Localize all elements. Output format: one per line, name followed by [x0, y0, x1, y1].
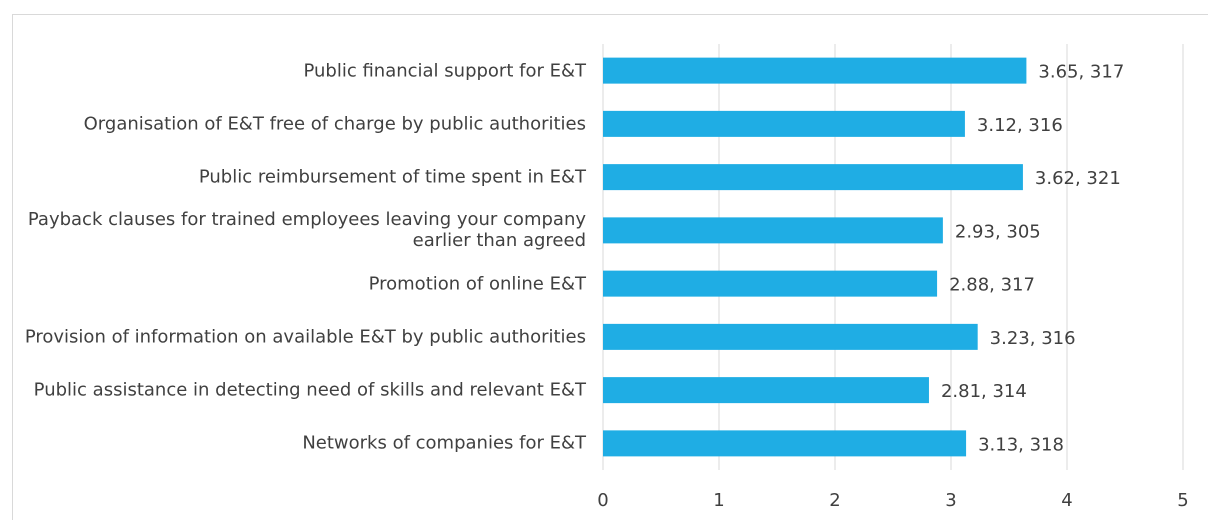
x-tick-label: 1: [713, 490, 724, 511]
bar: [603, 217, 943, 244]
x-tick-label: 4: [1061, 490, 1072, 511]
category-label: Public financial support for E&T: [303, 60, 586, 82]
x-tick-label: 0: [597, 490, 608, 511]
data-label: 2.81, 314: [941, 381, 1027, 402]
data-label: 2.88, 317: [949, 275, 1035, 296]
x-tick-label: 3: [945, 490, 956, 511]
data-label: 3.65, 317: [1038, 62, 1124, 83]
data-label: 3.12, 316: [977, 115, 1063, 136]
bar: [603, 57, 1027, 84]
category-label: Organisation of E&T free of charge by pu…: [83, 113, 586, 135]
data-label: 3.23, 316: [990, 328, 1076, 349]
category-label: Public reimbursement of time spent in E&…: [198, 166, 586, 188]
bar: [603, 164, 1023, 191]
data-label: 3.62, 321: [1035, 168, 1121, 189]
x-tick-label: 2: [829, 490, 840, 511]
category-label: Promotion of online E&T: [368, 273, 586, 295]
bar: [603, 323, 978, 350]
x-tick-label: 5: [1177, 490, 1188, 511]
bar: [603, 110, 965, 137]
category-label: Payback clauses for trained employees le…: [27, 209, 586, 252]
bar: [603, 270, 938, 297]
data-label: 3.13, 318: [978, 434, 1064, 455]
category-label: Public assistance in detecting need of s…: [33, 379, 586, 401]
data-label: 2.93, 305: [955, 221, 1041, 242]
chart-border: [12, 14, 1208, 520]
category-label: Networks of companies for E&T: [302, 432, 586, 454]
bar: [603, 430, 967, 457]
category-label: Provision of information on available E&…: [24, 326, 586, 348]
bar: [603, 377, 929, 404]
